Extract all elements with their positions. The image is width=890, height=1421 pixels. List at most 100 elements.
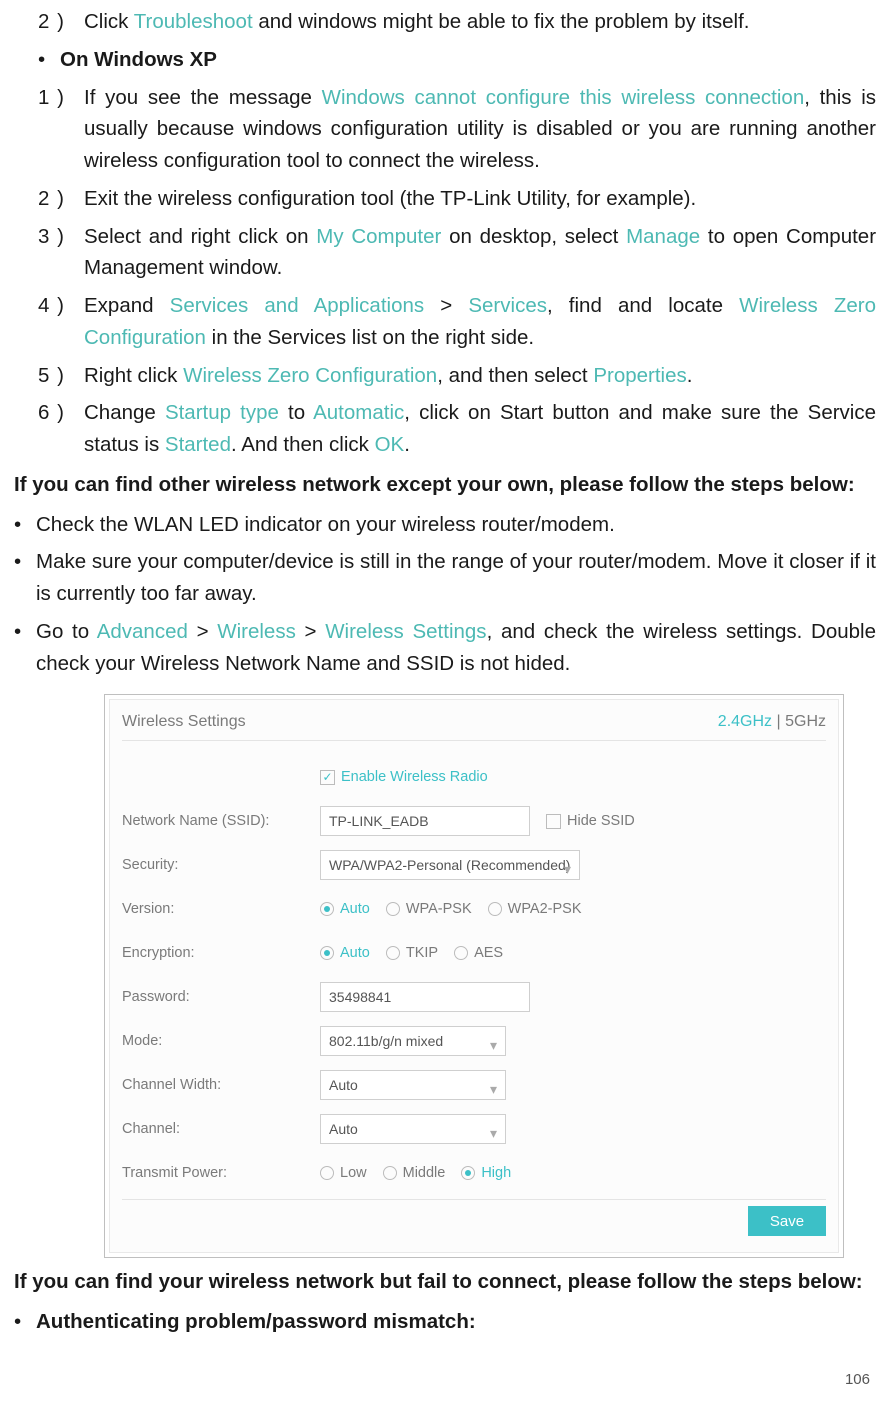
text: >	[424, 294, 468, 317]
radio-label: WPA2-PSK	[508, 898, 582, 920]
label-txpower: Transmit Power:	[122, 1162, 320, 1184]
bullet-label: On Windows XP	[60, 44, 876, 76]
row-enable: Enable Wireless Radio	[122, 757, 826, 797]
radio-icon	[454, 946, 468, 960]
text: Click	[84, 10, 134, 33]
text: >	[188, 620, 217, 643]
radio-tx-low[interactable]: Low	[320, 1162, 367, 1184]
label-password: Password:	[122, 986, 320, 1008]
label-version: Version:	[122, 898, 320, 920]
radio-icon	[386, 902, 400, 916]
radio-icon	[488, 902, 502, 916]
step-b6: 6 ) Change Startup type to Automatic, cl…	[38, 397, 876, 461]
text: . And then click	[231, 433, 375, 456]
step-body: If you see the message Windows cannot co…	[84, 82, 876, 177]
step-body: Exit the wireless configuration tool (th…	[84, 183, 876, 215]
freq-5[interactable]: 5GHz	[785, 713, 826, 730]
link-ok: OK	[375, 433, 405, 456]
link-wzc2: Wireless Zero Configuration	[183, 364, 437, 387]
bullet-dot: •	[14, 546, 36, 610]
radio-label: Middle	[403, 1162, 446, 1184]
freq-sep: |	[772, 713, 785, 730]
input-password[interactable]: 35498841	[320, 982, 530, 1012]
step-num: 4 )	[38, 290, 84, 354]
label-channel: Channel:	[122, 1118, 320, 1140]
radio-version-wpapsk[interactable]: WPA-PSK	[386, 898, 472, 920]
text: .	[404, 433, 410, 456]
row-width: Channel Width: Auto	[122, 1065, 826, 1105]
step-num: 3 )	[38, 221, 84, 285]
step-b5: 5 ) Right click Wireless Zero Configurat…	[38, 360, 876, 392]
radio-icon	[461, 1166, 475, 1180]
step-body: Right click Wireless Zero Configuration,…	[84, 360, 876, 392]
step-b4: 4 ) Expand Services and Applications > S…	[38, 290, 876, 354]
text: Select and right click on	[84, 225, 316, 248]
bullet-windows-xp: • On Windows XP	[38, 44, 876, 76]
label-mode: Mode:	[122, 1030, 320, 1052]
bullet-body: Check the WLAN LED indicator on your wir…	[36, 509, 876, 541]
text: Go to	[36, 620, 97, 643]
radio-tx-high[interactable]: High	[461, 1162, 511, 1184]
radio-label: Auto	[340, 898, 370, 920]
bullet-body: Authenticating problem/password mismatch…	[36, 1306, 876, 1338]
text: , and then select	[437, 364, 593, 387]
select-security[interactable]: WPA/WPA2-Personal (Recommended)	[320, 850, 580, 880]
radio-icon	[320, 902, 334, 916]
select-width[interactable]: Auto	[320, 1070, 506, 1100]
radio-version-auto[interactable]: Auto	[320, 898, 370, 920]
radio-enc-tkip[interactable]: TKIP	[386, 942, 438, 964]
bullet-dot: •	[14, 1306, 36, 1338]
checkbox-enable-radio[interactable]: Enable Wireless Radio	[320, 766, 488, 788]
radio-enc-aes[interactable]: AES	[454, 942, 503, 964]
checkbox-icon	[320, 770, 335, 785]
checkbox-icon	[546, 814, 561, 829]
radio-version-wpa2psk[interactable]: WPA2-PSK	[488, 898, 582, 920]
label-width: Channel Width:	[122, 1074, 320, 1096]
link-properties: Properties	[593, 364, 686, 387]
row-password: Password: 35498841	[122, 977, 826, 1017]
select-mode[interactable]: 802.11b/g/n mixed	[320, 1026, 506, 1056]
link-started: Started	[165, 433, 231, 456]
text: If you see the message	[84, 86, 322, 109]
link-wireless: Wireless	[217, 620, 296, 643]
radio-tx-mid[interactable]: Middle	[383, 1162, 446, 1184]
freq-24[interactable]: 2.4GHz	[718, 713, 772, 730]
radio-icon	[320, 1166, 334, 1180]
row-ssid: Network Name (SSID): TP-LINK_EADB Hide S…	[122, 801, 826, 841]
radio-enc-auto[interactable]: Auto	[320, 942, 370, 964]
row-channel: Channel: Auto	[122, 1109, 826, 1149]
input-ssid[interactable]: TP-LINK_EADB	[320, 806, 530, 836]
step-num: 1 )	[38, 82, 84, 177]
link-services: Services	[468, 294, 547, 317]
link-advanced: Advanced	[97, 620, 188, 643]
radio-label: Low	[340, 1162, 367, 1184]
text: and windows might be able to fix the pro…	[253, 10, 750, 33]
link-services-apps: Services and Applications	[170, 294, 424, 317]
select-channel[interactable]: Auto	[320, 1114, 506, 1144]
bullet-auth-problem: • Authenticating problem/password mismat…	[14, 1306, 876, 1338]
bullet-dot: •	[38, 44, 60, 76]
text: Right click	[84, 364, 183, 387]
bullet-led: • Check the WLAN LED indicator on your w…	[14, 509, 876, 541]
text: Expand	[84, 294, 170, 317]
radio-icon	[386, 946, 400, 960]
link-startup: Startup type	[165, 401, 279, 424]
radio-label: AES	[474, 942, 503, 964]
radio-label: TKIP	[406, 942, 438, 964]
radio-icon	[320, 946, 334, 960]
step-body: Select and right click on My Computer on…	[84, 221, 876, 285]
row-version: Version: Auto WPA-PSK WPA2-PSK	[122, 889, 826, 929]
save-button[interactable]: Save	[748, 1206, 826, 1236]
heading-other-networks: If you can find other wireless network e…	[14, 469, 876, 501]
row-encryption: Encryption: Auto TKIP AES	[122, 933, 826, 973]
link-mycomputer: My Computer	[316, 225, 441, 248]
text: , find and locate	[547, 294, 739, 317]
checkbox-hide-ssid[interactable]: Hide SSID	[546, 810, 635, 832]
step-a2: 2 ) Click Troubleshoot and windows might…	[38, 6, 876, 38]
step-num: 2 )	[38, 6, 84, 38]
link-msg: Windows cannot configure this wireless c…	[322, 86, 805, 109]
label-ssid: Network Name (SSID):	[122, 810, 320, 832]
step-num: 5 )	[38, 360, 84, 392]
panel-topbar: Wireless Settings 2.4GHz | 5GHz	[110, 700, 838, 746]
row-txpower: Transmit Power: Low Middle High	[122, 1153, 826, 1193]
